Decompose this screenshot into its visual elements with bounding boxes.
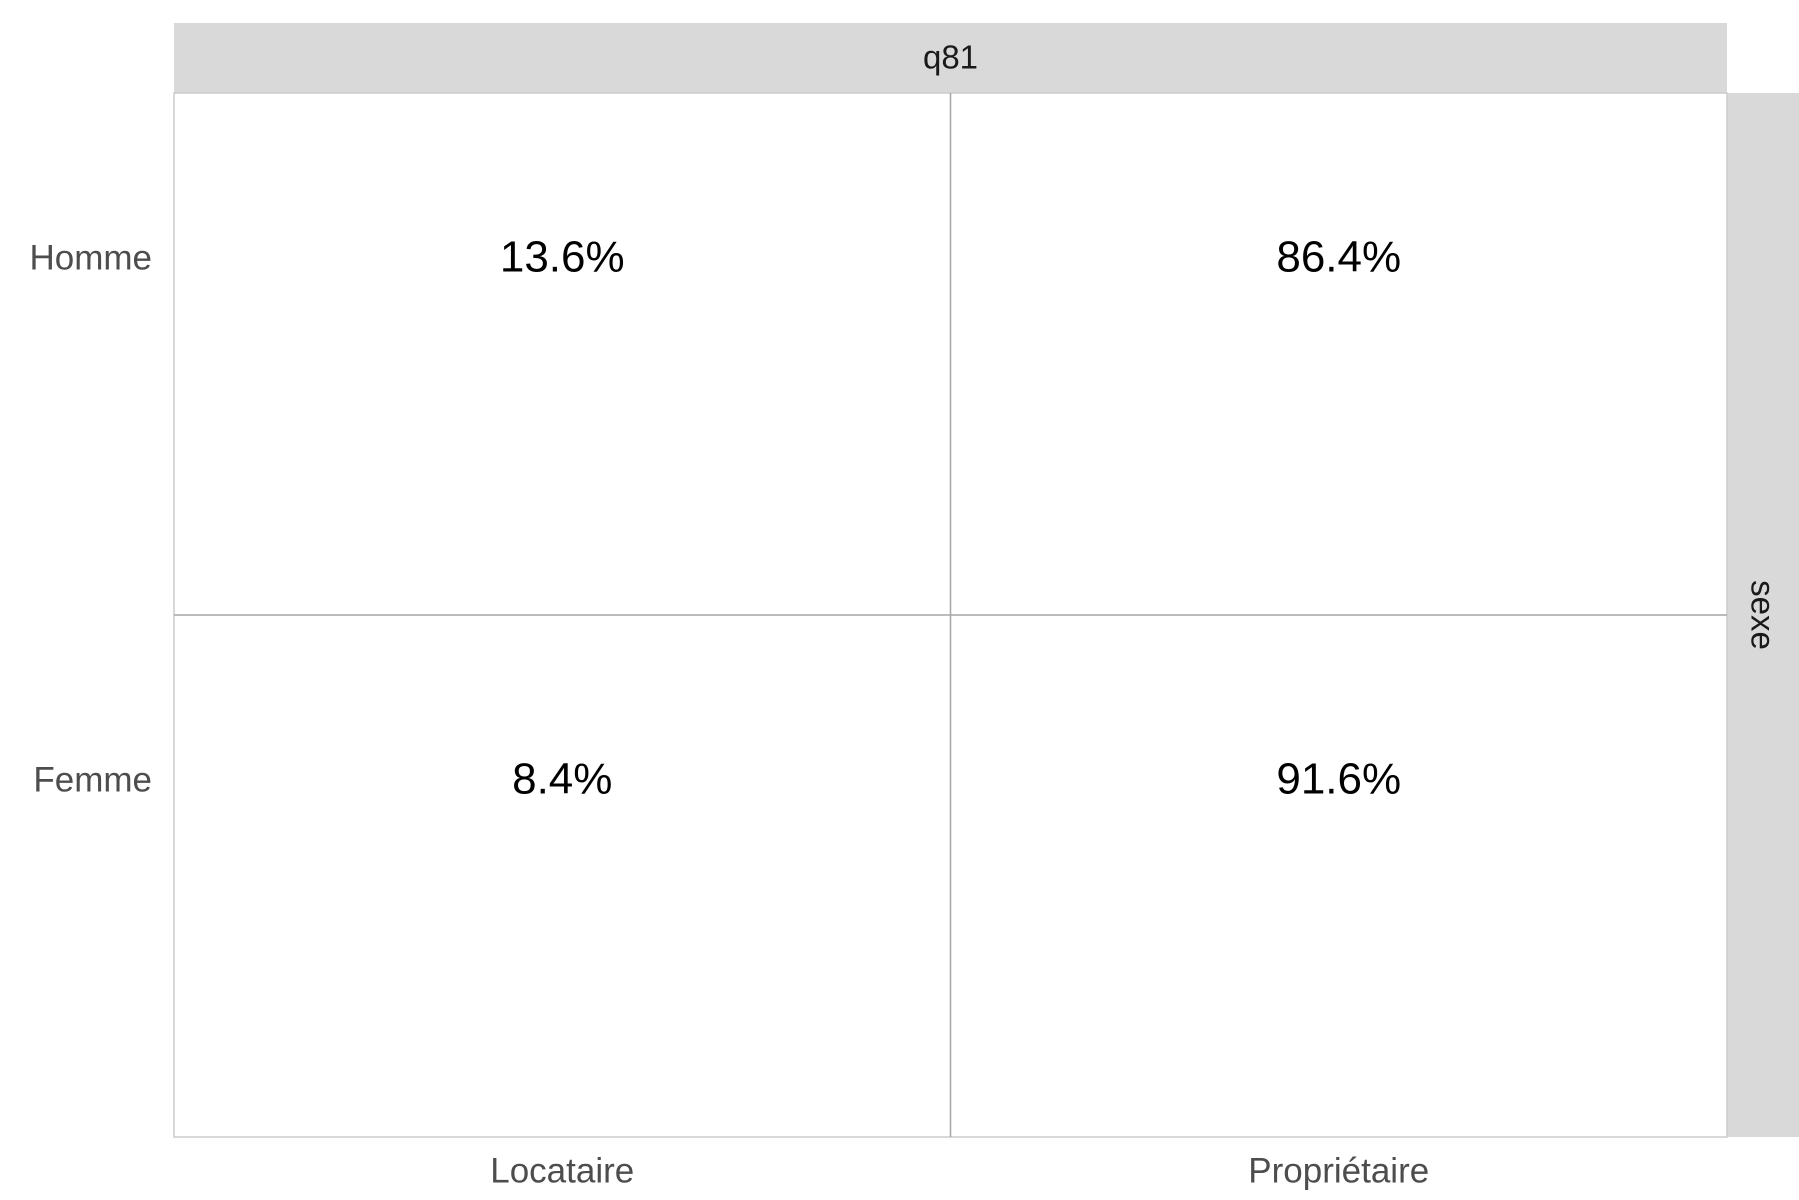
facet-strip-top-label: q81 (923, 39, 978, 76)
x-tick-label: Locataire (490, 1151, 634, 1190)
x-tick-label: Propriétaire (1248, 1151, 1429, 1190)
cell-label: 13.6% (500, 233, 625, 282)
facet-strip-right (1727, 93, 1799, 1137)
facet-strip-right-label: sexe (1744, 580, 1781, 650)
cell-label: 86.4% (1276, 233, 1401, 282)
cell-label: 91.6% (1276, 755, 1401, 804)
facet-strip-top (174, 23, 1727, 93)
y-axis-tick-labels: Homme Femme (29, 238, 152, 799)
cell-label: 8.4% (512, 755, 612, 804)
y-tick-label: Femme (33, 760, 152, 799)
grid-lines (174, 93, 1727, 1137)
cell-labels: 13.6% 86.4% 8.4% 91.6% (500, 233, 1401, 804)
y-tick-label: Homme (29, 238, 152, 277)
x-axis-tick-labels: Locataire Propriétaire (490, 1151, 1429, 1190)
